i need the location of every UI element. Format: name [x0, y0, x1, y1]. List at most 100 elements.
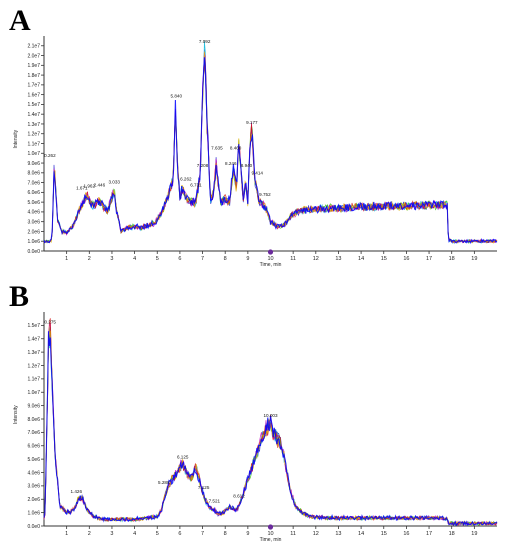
- chart-a-trace-line: [43, 49, 498, 244]
- chart-b-y-tick-label: 1.0e6: [27, 510, 40, 516]
- chart-a-trace-line: [43, 64, 498, 244]
- chart-a-y-tick-label: 1.3e7: [27, 122, 40, 128]
- chart-a-trace-line: [43, 62, 498, 245]
- chromatogram-a: 0.0e0 1.0e6 2.0e6 3.0e6 4.0e6 5.0e6 6.0e6 7.0e6…: [13, 36, 498, 268]
- chart-b-x-tick-label: 11: [290, 531, 296, 537]
- chart-b-x-tick-label: 9: [246, 531, 249, 537]
- chart-a-peak-label: 9.177: [246, 120, 258, 125]
- chart-a-x-tick-label: 13: [335, 256, 341, 262]
- chart-a-peak-label: 9.752: [259, 192, 271, 197]
- chart-b-y-tick-label: 4.0e6: [27, 470, 40, 476]
- chart-a-x-tick-label: 16: [403, 256, 409, 262]
- chart-a-y-tick-label: 1.5e7: [27, 102, 40, 108]
- chart-a-peak-label: 6.731: [190, 182, 202, 187]
- chart-a-trace-line: [43, 41, 498, 245]
- chart-a-trace-line: [43, 57, 498, 245]
- chart-a-peak-label: 8.940: [241, 163, 253, 168]
- chart-b-y-tick-label: 1.2e7: [27, 363, 40, 369]
- chart-a-x-tick-label: 17: [426, 256, 432, 262]
- chart-a-y-tick-label: 1.0e7: [27, 151, 40, 157]
- chart-a-x-tick-label: 7: [201, 256, 204, 262]
- panel-label-a: A: [9, 4, 31, 37]
- chart-a-peak-label: 3.033: [108, 180, 120, 185]
- chart-a-peak-label: 1.671: [76, 185, 88, 190]
- chart-a-x-tick-label: 9: [246, 256, 249, 262]
- chart-b-x-tick-label: 17: [426, 531, 432, 537]
- chart-a-y-tick-label: 1.9e7: [27, 63, 40, 69]
- chart-b-x-tick-label: 1: [65, 531, 68, 537]
- chart-a-x-tick-label: 15: [381, 256, 387, 262]
- chart-b-y-axis-title: Intensity: [13, 405, 19, 424]
- chart-b-y-tick-label: 8.0e6: [27, 417, 40, 423]
- chart-a-y-tick-label: 5.0e6: [27, 200, 40, 206]
- chart-b-y-tick-label: 2.0e6: [27, 497, 40, 503]
- chart-a-y-tick-label: 4.0e6: [27, 210, 40, 216]
- chart-a-peak-label: 8.460: [230, 145, 242, 150]
- chart-b-y-tick-label: 1.4e7: [27, 337, 40, 343]
- chart-a-trace-line: [43, 52, 498, 244]
- chart-b-axis-marker: [267, 524, 274, 530]
- chart-b-x-tick-label: 4: [133, 531, 136, 537]
- chart-a-y-tick-label: 1.4e7: [27, 112, 40, 118]
- chart-b-x-tick-label: 7: [201, 531, 204, 537]
- chart-a-y-tick-label: 1.1e7: [27, 141, 40, 147]
- chart-a-y-tick-label: 2.0e6: [27, 229, 40, 235]
- chart-a-x-tick-label: 4: [133, 256, 136, 262]
- chart-a-peak-label: 7.208: [197, 163, 209, 168]
- chart-a-peak-label: 6.262: [180, 177, 192, 182]
- chart-a-x-tick-label: 8: [224, 256, 227, 262]
- panel-label-b: B: [9, 280, 30, 313]
- chart-b-peak-label: 6.125: [177, 454, 189, 459]
- chart-a-y-tick-label: 9.0e6: [27, 161, 40, 167]
- chart-b-peak-label: 5.288: [158, 480, 170, 485]
- chart-b-y-tick-label: 0.0e0: [27, 524, 40, 530]
- chart-a-y-tick-label: 3.0e6: [27, 219, 40, 225]
- chart-a-x-tick-label: 5: [156, 256, 159, 262]
- chart-b-x-tick-label: 5: [156, 531, 159, 537]
- chart-a-y-tick-label: 8.0e6: [27, 171, 40, 177]
- chart-b-x-tick-label: 19: [471, 531, 477, 537]
- chart-b-x-tick-label: 16: [403, 531, 409, 537]
- chart-a-x-tick-label: 1: [65, 256, 68, 262]
- chart-b-x-tick-label: 14: [358, 531, 364, 537]
- chart-b-y-tick-label: 5.0e6: [27, 457, 40, 463]
- chart-a-peak-label: 7.635: [211, 145, 223, 150]
- chart-b-y-tick-label: 6.0e6: [27, 444, 40, 450]
- chart-b-y-tick-label: 1.0e7: [27, 390, 40, 396]
- chart-b-x-tick-label: 10: [267, 531, 273, 537]
- chart-b-peak-label: 1.426: [71, 489, 83, 494]
- chart-b-x-tick-label: 15: [381, 531, 387, 537]
- chart-b-x-tick-label: 12: [313, 531, 319, 537]
- chart-a-y-axis-title: Intensity: [13, 129, 19, 148]
- chart-a-y-tick-label: 1.0e6: [27, 239, 40, 245]
- chromatogram-b: 0.0e0 1.0e6 2.0e6 3.0e6 4.0e6 5.0e6 6.0e6 7.0e6…: [13, 312, 498, 543]
- chart-a-y-tick-label: 7.0e6: [27, 180, 40, 186]
- chart-b-trace-line: [43, 331, 498, 527]
- chart-b-peak-label: 0.275: [44, 319, 56, 324]
- chart-a-y-tick-label: 1.2e7: [27, 132, 40, 138]
- chart-a-y-tick-label: 1.6e7: [27, 92, 40, 98]
- chart-a-y-tick-label: 2.0e7: [27, 53, 40, 59]
- chart-b-x-tick-label: 3: [110, 531, 113, 537]
- chart-b-x-axis-title: Time, min: [260, 537, 282, 543]
- chart-a-x-tick-label: 18: [449, 256, 455, 262]
- chart-a-y-tick-label: 6.0e6: [27, 190, 40, 196]
- chart-a-x-tick-label: 11: [290, 256, 296, 262]
- chart-a-peak-label: 0.262: [44, 153, 56, 158]
- chart-a-x-tick-label: 10: [267, 256, 273, 262]
- chart-b-trace-line: [43, 339, 498, 526]
- chart-a-x-tick-label: 2: [88, 256, 91, 262]
- chart-b-x-tick-label: 2: [88, 531, 91, 537]
- chart-b-x-tick-label: 8: [224, 531, 227, 537]
- chart-a-trace-line: [43, 51, 498, 244]
- chart-a-y-tick-label: 0.0e0: [27, 249, 40, 255]
- chart-a-x-axis-title: Time, min: [260, 262, 282, 268]
- chart-b-y-tick-label: 1.3e7: [27, 350, 40, 356]
- chart-a-y-tick-label: 1.7e7: [27, 83, 40, 89]
- chart-b-peak-label: 7.521: [209, 499, 221, 504]
- chart-a-axis-marker: [267, 249, 274, 255]
- chart-a-peak-label: 2.446: [94, 182, 106, 187]
- chart-b-peak-label: 8.612: [233, 493, 245, 498]
- chart-b-y-tick-label: 1.5e7: [27, 323, 40, 329]
- chart-b-peak-label: 7.125: [198, 485, 210, 490]
